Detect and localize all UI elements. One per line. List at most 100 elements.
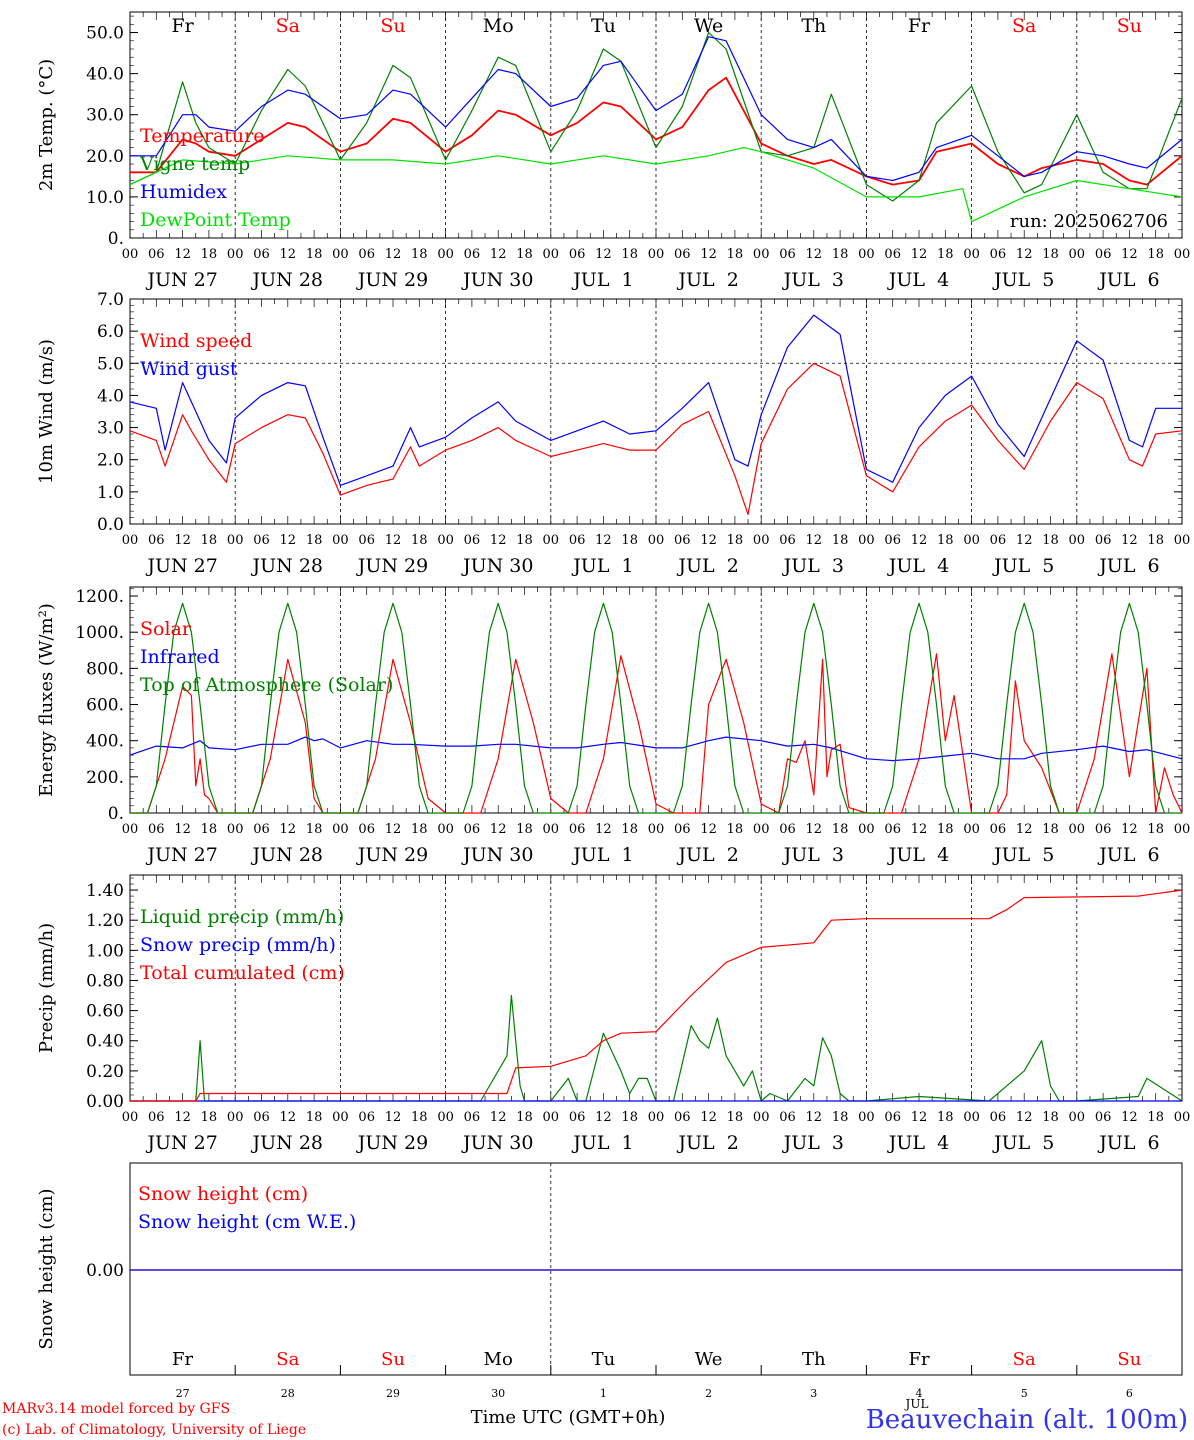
legend-entry: Snow precip (mm/h) — [140, 934, 336, 956]
hour-tick-label: 00 — [858, 533, 875, 548]
hour-tick-label: 12 — [280, 822, 297, 837]
weekday-label: Mo — [484, 1349, 513, 1370]
hour-tick-label: 00 — [648, 1110, 665, 1125]
hour-tick-label: 00 — [753, 533, 770, 548]
hour-tick-label: 06 — [990, 1110, 1007, 1125]
plot-frame — [129, 298, 1183, 525]
hour-tick-label: 00 — [963, 247, 980, 262]
hour-tick-label: 00 — [1069, 1110, 1086, 1125]
legend-entry: Snow height (cm) — [138, 1183, 308, 1205]
y-tick-label: 200. — [86, 768, 124, 788]
weekday-label: Th — [801, 15, 826, 37]
weekday-label: Sa — [276, 15, 300, 37]
hour-tick-label: 06 — [569, 533, 586, 548]
hour-tick-label: 06 — [464, 247, 481, 262]
legend-entry: Wind speed — [140, 330, 252, 352]
hour-tick-label: 00 — [648, 822, 665, 837]
panel-4: 00 06 12 18 JUN 27 00 06 12 18 JUN 28 00 06 12 18 JUN … — [36, 874, 1191, 1154]
hour-tick-label: 00 — [648, 247, 665, 262]
day-number-label: 3 — [810, 1387, 817, 1400]
y-axis-label: 10m Wind (m/s) — [36, 339, 57, 484]
panel-2: 00 06 12 18 JUN 27 00 06 12 18 JUN 28 00 06 12 18 JUN … — [36, 290, 1190, 577]
hour-tick-label: 00 — [332, 533, 349, 548]
y-tick-label: 2.0 — [97, 451, 124, 471]
hour-tick-label: 06 — [990, 822, 1007, 837]
hour-tick-label: 12 — [174, 1110, 191, 1125]
hour-tick-label: 12 — [1016, 247, 1033, 262]
hour-tick-label: 18 — [937, 822, 954, 837]
legend-entry: Liquid precip (mm/h) — [140, 906, 344, 928]
date-label: JUL 1 — [571, 844, 633, 866]
hour-tick-label: 00 — [437, 822, 454, 837]
y-tick-label: 0. — [108, 804, 124, 824]
hour-tick-label: 06 — [253, 1110, 270, 1125]
hour-tick-label: 00 — [858, 247, 875, 262]
series-line-dewpoint-temp — [129, 147, 1183, 223]
hour-tick-label: 06 — [1095, 822, 1112, 837]
y-tick-label: 10.0 — [86, 188, 124, 208]
hour-tick-label: 00 — [1069, 247, 1086, 262]
date-label: JUL 6 — [1097, 555, 1159, 577]
hour-tick-label: 00 — [753, 822, 770, 837]
date-label: JUL 2 — [676, 555, 738, 577]
y-tick-label: 1200. — [75, 587, 124, 607]
hour-tick-label: 06 — [779, 822, 796, 837]
date-label: JUN 28 — [251, 1132, 323, 1154]
hour-tick-label: 00 — [227, 247, 244, 262]
series-line-wind-gust — [129, 314, 1182, 486]
hour-tick-label: 00 — [963, 822, 980, 837]
hour-tick-label: 06 — [779, 247, 796, 262]
hour-tick-label: 18 — [937, 247, 954, 262]
date-label: JUN 28 — [251, 555, 323, 577]
hour-tick-label: 12 — [595, 533, 612, 548]
panel-5: Fr 27 Sa 28 Su 29 Mo 30 Tu 1 We 2 Th 3 Fr 4 Sa 5 Su 6 0.00 Sn… — [36, 1162, 1183, 1400]
hour-tick-label: 06 — [884, 822, 901, 837]
hour-tick-label: 06 — [674, 822, 691, 837]
hour-tick-label: 00 — [753, 1110, 770, 1125]
y-axis-label: Precip (mm/h) — [36, 923, 57, 1053]
y-tick-label: 0.60 — [86, 1002, 124, 1022]
date-label: JUL 5 — [992, 269, 1054, 291]
hour-tick-label: 00 — [1174, 1110, 1191, 1125]
weekday-label: Fr — [171, 15, 194, 37]
y-tick-label: 7.0 — [97, 290, 124, 310]
hour-tick-label: 12 — [490, 822, 507, 837]
hour-tick-label: 18 — [411, 822, 428, 837]
y-tick-label: 1.0 — [97, 483, 124, 503]
date-label: JUL 4 — [887, 269, 949, 291]
hour-tick-label: 18 — [516, 822, 533, 837]
hour-tick-label: 06 — [1095, 247, 1112, 262]
hour-tick-label: 12 — [1121, 533, 1138, 548]
hour-tick-label: 18 — [201, 822, 218, 837]
hour-tick-label: 18 — [516, 533, 533, 548]
date-label: JUL 1 — [571, 1132, 633, 1154]
hour-tick-label: 06 — [464, 1110, 481, 1125]
date-label: JUL 6 — [1097, 844, 1159, 866]
hour-tick-label: 00 — [227, 533, 244, 548]
hour-tick-label: 12 — [911, 247, 928, 262]
hour-tick-label: 06 — [358, 822, 375, 837]
date-label: JUL 3 — [782, 1132, 844, 1154]
y-tick-label: 0.00 — [86, 1261, 124, 1281]
hour-tick-label: 12 — [1016, 822, 1033, 837]
hour-tick-label: 06 — [674, 533, 691, 548]
hour-tick-label: 00 — [1174, 533, 1191, 548]
hour-tick-label: 00 — [227, 1110, 244, 1125]
hour-tick-label: 12 — [806, 1110, 823, 1125]
x-axis-title: Time UTC (GMT+0h) — [471, 1407, 666, 1428]
date-label: JUN 28 — [251, 269, 323, 291]
date-label: JUN 30 — [461, 555, 533, 577]
panel-1: 00 06 12 18 JUN 27 00 06 12 18 JUN 28 00 06 12 18 JUN … — [36, 11, 1190, 291]
hour-tick-label: 00 — [122, 533, 139, 548]
hour-tick-label: 00 — [858, 822, 875, 837]
hour-tick-label: 18 — [727, 822, 744, 837]
y-tick-label: 4.0 — [97, 386, 124, 406]
hour-tick-label: 18 — [1042, 822, 1059, 837]
date-label: JUN 27 — [145, 555, 217, 577]
hour-tick-label: 18 — [621, 822, 638, 837]
date-label: JUN 28 — [251, 844, 323, 866]
hour-tick-label: 12 — [280, 1110, 297, 1125]
hour-tick-label: 12 — [280, 247, 297, 262]
hour-tick-label: 12 — [385, 822, 402, 837]
hour-tick-label: 18 — [621, 533, 638, 548]
